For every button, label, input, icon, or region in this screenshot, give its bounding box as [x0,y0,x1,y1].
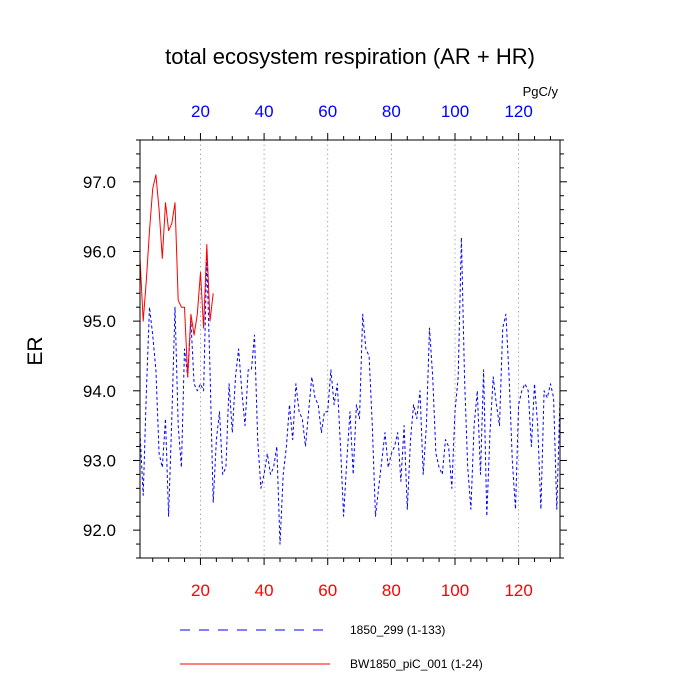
plot-frame [139,139,561,559]
x-tick-label-top: 40 [255,102,274,121]
legend: 1850_299 (1-133) BW1850_piC_001 (1-24) [180,623,483,671]
y-tick-label: 96.0 [83,242,116,261]
x-tick-label-bottom: 100 [441,581,469,600]
x-tick-label-bottom: 20 [191,581,210,600]
legend-label-2: BW1850_piC_001 (1-24) [350,657,483,671]
x-tick-label-top: 100 [441,102,469,121]
x-tick-label-top: 20 [191,102,210,121]
x-tick-label-bottom: 40 [255,581,274,600]
y-tick-label: 92.0 [83,521,116,540]
chart-title: total ecosystem respiration (AR + HR) [165,44,535,69]
x-tick-label-top: 60 [318,102,337,121]
legend-label-1: 1850_299 (1-133) [350,623,445,637]
x-tick-label-top: 80 [382,102,401,121]
x-tick-label-bottom: 80 [382,581,401,600]
y-axis-label: ER [24,336,47,365]
series-line-1 [139,237,561,545]
x-tick-label-top: 120 [504,102,532,121]
units-label: PgC/y [523,84,559,99]
y-tick-label: 95.0 [83,312,116,331]
y-tick-label: 97.0 [83,173,116,192]
axis-ticks: 20 20 40 40 60 60 80 80 100 100 120 120 92.0 93.0 94.0… [83,102,567,600]
x-tick-label-bottom: 120 [504,581,532,600]
grid-lines [200,140,520,558]
series-line-2 [139,174,214,378]
y-tick-label: 93.0 [83,451,116,470]
y-tick-label: 94.0 [83,382,116,401]
x-tick-label-bottom: 60 [318,581,337,600]
series-layer [139,174,561,545]
